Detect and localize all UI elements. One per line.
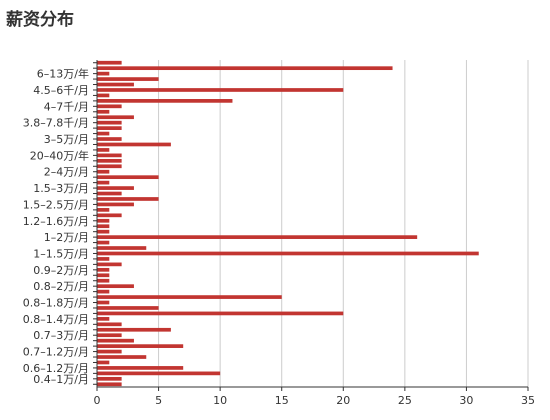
bar bbox=[97, 257, 110, 261]
bar bbox=[97, 355, 147, 359]
x-tick-label: 15 bbox=[275, 394, 289, 407]
bar bbox=[97, 366, 184, 370]
bar bbox=[97, 295, 282, 299]
bar bbox=[97, 142, 171, 147]
y-tick-label: 0.8–1.8万/月 bbox=[23, 297, 89, 310]
bar bbox=[97, 317, 110, 321]
bar bbox=[97, 197, 159, 201]
y-tick-label: 1.5–3万/月 bbox=[33, 182, 89, 195]
y-tick-label: 4–7千/月 bbox=[44, 100, 89, 113]
bar bbox=[97, 240, 110, 245]
y-tick-label: 6–13万/年 bbox=[37, 67, 89, 81]
y-tick-label: 0.7–3万/月 bbox=[33, 329, 89, 342]
x-tick-label: 0 bbox=[94, 394, 101, 407]
bar bbox=[97, 120, 122, 125]
bar bbox=[97, 131, 110, 136]
chart-title: 薪资分布 bbox=[6, 10, 74, 30]
bar bbox=[97, 306, 159, 310]
bar bbox=[97, 164, 122, 169]
x-tick-label: 20 bbox=[336, 394, 350, 407]
bar bbox=[97, 333, 122, 338]
bar bbox=[97, 109, 110, 114]
bar bbox=[97, 349, 122, 354]
bar bbox=[97, 175, 159, 180]
bar bbox=[97, 344, 184, 348]
bar bbox=[97, 169, 110, 174]
bar bbox=[97, 202, 134, 207]
bar bbox=[97, 224, 110, 229]
bar bbox=[97, 376, 122, 381]
y-tick-label: 4.5–6千/月 bbox=[33, 84, 89, 97]
y-tick-label: 0.4–1万/月 bbox=[33, 373, 89, 386]
y-tick-label: 3–5万/月 bbox=[44, 133, 89, 146]
x-tick-label: 35 bbox=[521, 394, 535, 407]
bar bbox=[97, 180, 110, 185]
bar bbox=[97, 300, 110, 305]
x-tick-label: 5 bbox=[155, 394, 162, 407]
bars bbox=[97, 60, 479, 387]
bar bbox=[97, 99, 233, 103]
bar bbox=[97, 327, 171, 332]
bar bbox=[97, 262, 122, 267]
y-tick-label: 0.8–1.4万/月 bbox=[23, 313, 89, 326]
bar bbox=[97, 251, 479, 256]
axes: 0 5 10 15 20 25 30 35 0.4–1万/月0.6–1.2万/月 0.7–1.2万… bbox=[23, 60, 535, 407]
x-tick-label: 10 bbox=[213, 394, 227, 407]
y-tick-label: 0.8–2万/月 bbox=[33, 280, 89, 293]
bar bbox=[97, 208, 110, 212]
bar bbox=[97, 186, 134, 190]
bar bbox=[97, 191, 122, 196]
y-tick-label: 20–40万/年 bbox=[30, 148, 89, 162]
bar bbox=[97, 66, 393, 71]
bar bbox=[97, 246, 147, 250]
y-tick-label: 0.7–1.2万/月 bbox=[23, 346, 89, 359]
y-tick-label: 1–1.5万/月 bbox=[33, 247, 89, 260]
x-tick-label: 30 bbox=[459, 394, 473, 407]
bar bbox=[97, 338, 134, 343]
bar bbox=[97, 213, 122, 218]
y-tick-label: 0.6–1.2万/月 bbox=[23, 362, 89, 375]
bar bbox=[97, 229, 110, 234]
bar bbox=[97, 77, 159, 81]
bar bbox=[97, 382, 122, 387]
bar bbox=[97, 104, 122, 109]
y-tick-label: 1.2–1.6万/月 bbox=[23, 215, 89, 228]
bar bbox=[97, 60, 122, 65]
bar bbox=[97, 158, 122, 163]
bar bbox=[97, 71, 110, 76]
bar bbox=[97, 289, 110, 294]
bar bbox=[97, 153, 122, 158]
bar bbox=[97, 93, 110, 98]
bar bbox=[97, 137, 122, 141]
bar bbox=[97, 322, 122, 327]
bar bbox=[97, 311, 344, 316]
bar bbox=[97, 360, 110, 365]
bar bbox=[97, 273, 110, 278]
grid-lines bbox=[158, 60, 529, 387]
bar bbox=[97, 278, 110, 283]
x-tick-label: 25 bbox=[398, 394, 412, 407]
y-tick-label: 1.5–2.5万/月 bbox=[23, 198, 89, 211]
bar bbox=[97, 115, 134, 120]
bar bbox=[97, 235, 418, 239]
bar bbox=[97, 218, 110, 223]
y-tick-label: 3.8–7.8千/月 bbox=[23, 117, 89, 130]
y-tick-label: 1–2万/月 bbox=[44, 231, 89, 244]
bar bbox=[97, 371, 221, 376]
y-tick-label: 2–4万/月 bbox=[44, 166, 89, 179]
bar bbox=[97, 267, 110, 272]
bar bbox=[97, 82, 134, 87]
bar bbox=[97, 88, 344, 92]
bar bbox=[97, 126, 122, 130]
bar bbox=[97, 148, 110, 152]
y-tick-label: 0.9–2万/月 bbox=[33, 264, 89, 277]
bar bbox=[97, 284, 134, 289]
